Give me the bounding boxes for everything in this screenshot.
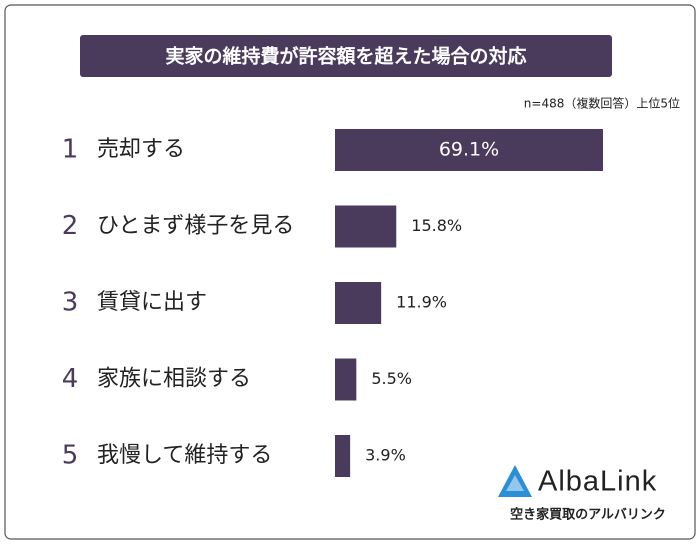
logo-name: AlbaLink [538, 466, 657, 498]
value-label: 3.9% [365, 446, 406, 465]
rank: 1 [62, 135, 79, 165]
rank: 4 [62, 364, 79, 394]
rank: 3 [62, 288, 79, 318]
category-label: ひとまず様子を見る [97, 214, 294, 239]
value-label: 5.5% [371, 369, 412, 388]
logo-icon-inner [506, 475, 524, 491]
value-label: 69.1% [439, 139, 499, 161]
logo: AlbaLink 空き家買取のアルバリンク [498, 465, 666, 523]
bar [335, 435, 351, 477]
category-label: 我慢して維持する [97, 443, 272, 468]
rank: 5 [62, 441, 79, 471]
category-label: 賃貸に出す [97, 290, 207, 315]
chart-title: 実家の維持費が許容額を超えた場合の対応 [165, 45, 526, 68]
bar [335, 205, 397, 248]
subtitle: n=488（複数回答）上位5位 [524, 96, 680, 111]
value-label: 15.8% [411, 216, 462, 235]
category-label: 家族に相談する [97, 367, 251, 392]
title-box [80, 35, 612, 77]
category-label: 売却する [97, 137, 185, 162]
bar [335, 129, 603, 171]
logo-tagline: 空き家買取のアルバリンク [510, 507, 666, 523]
bar [335, 282, 382, 324]
rank: 2 [62, 211, 79, 241]
bar [335, 358, 357, 401]
value-label: 11.9% [396, 293, 447, 312]
